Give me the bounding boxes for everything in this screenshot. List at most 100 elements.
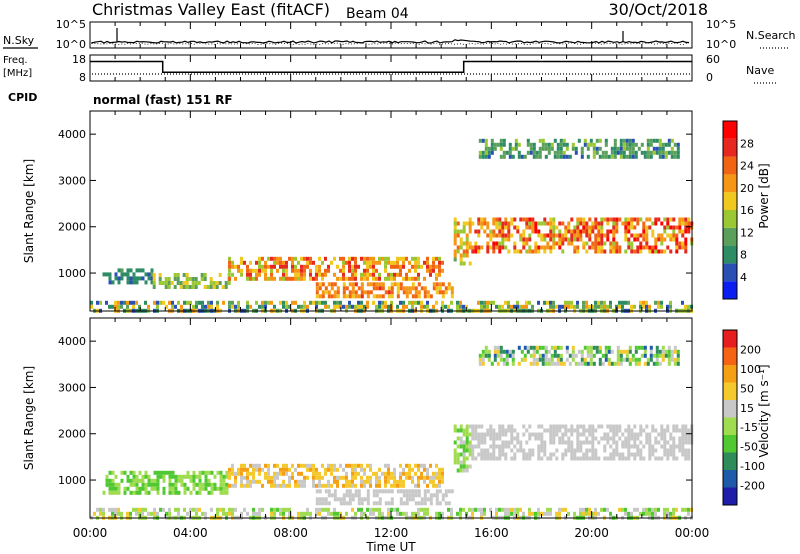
echo-cell: [393, 507, 396, 512]
echo-cell: [526, 150, 530, 155]
echo-cell: [471, 249, 475, 254]
echo-cell: [474, 245, 478, 250]
echo-cell: [360, 294, 364, 299]
echo-cell: [435, 276, 438, 281]
echo-cell: [411, 511, 414, 516]
echo-cell: [144, 490, 148, 495]
echo-cell: [661, 142, 665, 147]
echo-cell: [198, 478, 202, 483]
echo-cell: [366, 507, 369, 512]
echo-cell: [489, 229, 493, 234]
echo-cell: [483, 217, 487, 222]
echo-cell: [405, 471, 408, 476]
echo-cell: [225, 474, 229, 479]
echo-cell: [615, 428, 619, 433]
echo-cell: [375, 483, 378, 488]
echo-cell: [360, 304, 363, 309]
echo-cell: [423, 511, 426, 516]
echo-cell: [189, 300, 192, 305]
echo-cell: [408, 467, 411, 472]
echo-cell: [502, 349, 506, 354]
echo-cell: [589, 349, 593, 354]
echo-cell: [507, 424, 511, 429]
echo-cell: [546, 245, 550, 250]
echo-cell: [297, 304, 300, 309]
echo-cell: [348, 300, 351, 305]
echo-cell: [523, 345, 527, 350]
echo-cell: [567, 241, 571, 246]
echo-cell: [591, 511, 594, 516]
echo-cell: [279, 256, 282, 261]
echo-cell: [384, 276, 387, 281]
echo-cell: [321, 272, 324, 277]
echo-cell: [384, 463, 387, 468]
echo-cell: [224, 281, 228, 285]
echo-cell: [550, 146, 554, 151]
echo-cell: [438, 483, 441, 488]
echo-cell: [681, 507, 684, 512]
echo-cell: [366, 463, 369, 468]
echo-cell: [273, 475, 276, 480]
echo-cell: [564, 440, 568, 445]
echo-cell: [498, 456, 502, 461]
echo-cell: [357, 294, 361, 299]
echo-cell: [531, 452, 535, 457]
echo-cell: [642, 428, 646, 433]
echo-cell: [537, 424, 541, 429]
echo-cell: [243, 467, 246, 472]
echo-cell: [552, 440, 556, 445]
echo-cell: [396, 256, 399, 261]
echo-cell: [132, 507, 135, 512]
echo-cell: [528, 300, 531, 305]
echo-cell: [345, 475, 348, 480]
echo-cell: [198, 486, 202, 491]
echo-cell: [564, 229, 568, 234]
echo-cell: [399, 268, 402, 273]
echo-cell: [513, 428, 517, 433]
echo-cell: [661, 146, 665, 151]
echo-cell: [609, 245, 613, 250]
echo-cell: [282, 463, 285, 468]
echo-cell: [675, 424, 679, 429]
echo-cell: [528, 221, 532, 226]
echo-cell: [630, 217, 634, 222]
echo-cell: [604, 349, 608, 354]
echo-cell: [606, 304, 609, 309]
echo-cell: [546, 511, 549, 516]
echo-cell: [654, 456, 658, 461]
echo-cell: [117, 280, 121, 285]
echo-cell: [609, 304, 612, 309]
echo-cell: [333, 463, 336, 468]
echo-cell: [462, 253, 466, 258]
echo-cell: [114, 486, 118, 491]
echo-cell: [315, 276, 318, 281]
echo-cell: [420, 264, 423, 269]
echo-cell: [390, 471, 393, 476]
echo-cell: [663, 249, 667, 254]
echo-cell: [570, 300, 573, 305]
colorbar-swatch: [723, 400, 737, 418]
echo-cell: [552, 436, 556, 441]
echo-cell: [612, 233, 616, 238]
echo-cell: [660, 424, 664, 429]
echo-cell: [547, 361, 551, 366]
echo-cell: [522, 432, 526, 437]
echo-cell: [522, 233, 526, 238]
echo-cell: [141, 474, 145, 479]
echo-cell: [312, 463, 315, 468]
echo-cell: [594, 300, 597, 305]
echo-cell: [285, 276, 288, 281]
echo-cell: [273, 276, 276, 281]
echo-cell: [176, 277, 180, 281]
echo-cell: [594, 507, 597, 512]
echo-cell: [336, 467, 339, 472]
echo-cell: [606, 507, 609, 512]
echo-cell: [216, 511, 219, 516]
echo-cell: [387, 507, 390, 512]
echo-cell: [663, 432, 667, 437]
echo-cell: [552, 221, 556, 226]
echo-cell: [498, 448, 502, 453]
echo-cell: [660, 237, 664, 242]
echo-cell: [222, 507, 225, 512]
echo-cell: [639, 304, 642, 309]
